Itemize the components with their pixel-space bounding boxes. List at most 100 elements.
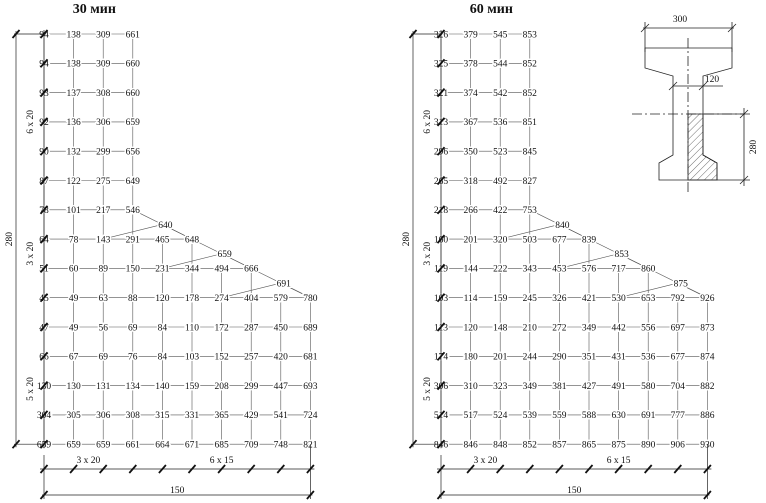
node-value: 691 xyxy=(641,411,656,421)
dimension-label-middle: 3 x 20 xyxy=(423,242,433,266)
node-value: 159 xyxy=(185,382,200,392)
node-value: 114 xyxy=(464,294,478,304)
dimension-tick xyxy=(436,146,446,156)
node-value: 559 xyxy=(552,411,567,421)
node-value: 661 xyxy=(126,30,141,40)
dimension-tick xyxy=(128,464,137,474)
dimension-tick xyxy=(436,490,446,500)
node-value: 134 xyxy=(126,382,141,392)
node-value: 101 xyxy=(66,206,81,216)
dimension-tick xyxy=(99,464,108,474)
node-value: 272 xyxy=(552,323,567,333)
node-value: 523 xyxy=(493,148,508,158)
node-value: 244 xyxy=(523,353,538,363)
dimension-label-right-width: 6 x 15 xyxy=(210,456,234,466)
node-value: 69 xyxy=(128,323,138,333)
dimension-tick xyxy=(39,263,49,273)
node-value: 120 xyxy=(155,294,170,304)
dimension-tick xyxy=(11,29,21,39)
dimension-tick xyxy=(408,439,418,449)
node-value: 110 xyxy=(185,323,199,333)
dimension-tick xyxy=(39,490,49,500)
node-value: 84 xyxy=(158,353,168,363)
node-value: 542 xyxy=(493,89,508,99)
node-value: 309 xyxy=(96,30,111,40)
dimension-tick xyxy=(436,58,446,68)
node-value: 178 xyxy=(185,294,200,304)
node-value: 579 xyxy=(274,294,289,304)
slope-node-value: 853 xyxy=(614,250,629,260)
node-value: 693 xyxy=(303,382,318,392)
node-value: 546 xyxy=(126,206,141,216)
node-value: 63 xyxy=(98,294,108,304)
dimension-tick xyxy=(39,351,49,361)
node-value: 649 xyxy=(126,177,141,187)
node-value: 709 xyxy=(244,441,259,451)
node-value: 851 xyxy=(523,118,538,128)
node-value: 453 xyxy=(552,265,567,275)
horizontal-dimensions xyxy=(40,444,315,499)
dimension-tick xyxy=(436,205,446,215)
node-value: 576 xyxy=(582,265,597,275)
node-value: 556 xyxy=(641,323,656,333)
dimension-tick xyxy=(436,234,446,244)
dimension-label-top: 6 x 20 xyxy=(423,110,433,134)
dimension-tick xyxy=(158,464,167,474)
node-value: 89 xyxy=(98,265,108,275)
dimension-label-total-width: 150 xyxy=(170,486,185,496)
dimension-tick xyxy=(466,464,475,474)
node-value: 659 xyxy=(126,118,141,128)
node-value: 308 xyxy=(126,411,141,421)
node-value: 291 xyxy=(126,235,141,245)
node-value: 245 xyxy=(523,294,538,304)
slope-node-value: 875 xyxy=(674,279,689,289)
node-value: 539 xyxy=(523,411,538,421)
node-value: 660 xyxy=(126,60,141,70)
node-value: 659 xyxy=(66,441,81,451)
node-value: 323 xyxy=(493,382,508,392)
dimension-tick xyxy=(436,410,446,420)
dimension-tick xyxy=(525,464,534,474)
dimension-tick xyxy=(39,293,49,303)
node-value: 310 xyxy=(463,382,478,392)
node-value: 150 xyxy=(126,265,141,275)
node-value: 103 xyxy=(185,353,200,363)
node-value: 656 xyxy=(126,148,141,158)
node-value: 753 xyxy=(523,206,538,216)
dimension-tick xyxy=(436,381,446,391)
dimension-tick xyxy=(39,88,49,98)
node-value: 857 xyxy=(552,441,567,451)
node-value: 545 xyxy=(493,30,508,40)
node-value: 648 xyxy=(185,235,200,245)
node-value: 148 xyxy=(493,323,508,333)
dimension-tick xyxy=(39,205,49,215)
dimension-tick xyxy=(436,117,446,127)
node-value: 257 xyxy=(244,353,259,363)
node-value: 465 xyxy=(155,235,170,245)
slope-node-value: 840 xyxy=(555,221,570,231)
dimension-tick xyxy=(39,117,49,127)
node-value: 685 xyxy=(214,441,229,451)
node-value: 704 xyxy=(671,382,686,392)
node-value: 450 xyxy=(274,323,289,333)
dimension-tick xyxy=(644,464,653,474)
node-value: 666 xyxy=(244,265,259,275)
i-beam-section-sketch xyxy=(632,22,750,192)
dimension-tick xyxy=(39,464,49,474)
node-value: 544 xyxy=(493,60,508,70)
node-value: 748 xyxy=(274,441,289,451)
node-value: 305 xyxy=(66,411,81,421)
node-value: 846 xyxy=(463,441,478,451)
node-value: 201 xyxy=(493,353,508,363)
slope-node-value: 659 xyxy=(217,250,232,260)
node-value: 926 xyxy=(700,294,715,304)
node-value: 588 xyxy=(582,411,597,421)
node-value: 792 xyxy=(671,294,686,304)
node-value: 660 xyxy=(126,89,141,99)
node-value: 517 xyxy=(463,411,478,421)
node-value: 88 xyxy=(128,294,138,304)
node-value: 60 xyxy=(69,265,79,275)
node-value: 659 xyxy=(96,441,111,451)
dimension-tick xyxy=(306,464,315,474)
dimension-tick xyxy=(11,439,21,449)
